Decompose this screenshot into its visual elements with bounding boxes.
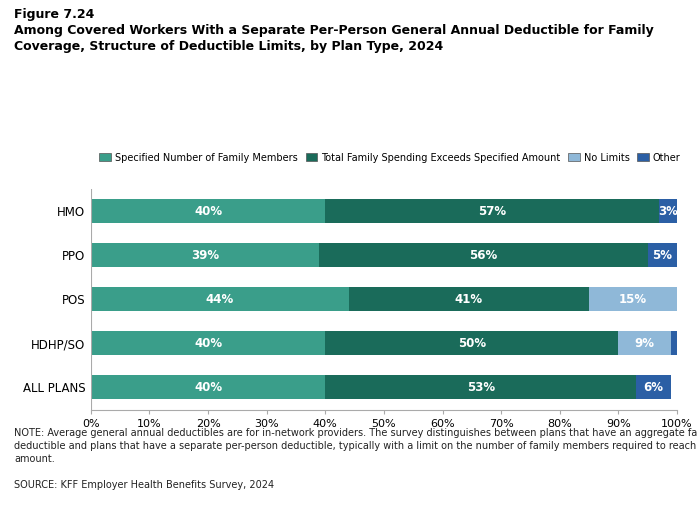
Bar <box>91 375 325 400</box>
Text: 53%: 53% <box>466 381 495 394</box>
Bar <box>325 199 660 223</box>
Bar <box>648 243 677 267</box>
Text: 15%: 15% <box>619 293 647 306</box>
Text: 41%: 41% <box>455 293 483 306</box>
Text: 39%: 39% <box>191 249 219 261</box>
Bar <box>91 199 325 223</box>
Text: 50%: 50% <box>458 337 486 350</box>
Bar <box>671 331 677 355</box>
Text: Among Covered Workers With a Separate Per-Person General Annual Deductible for F: Among Covered Workers With a Separate Pe… <box>14 24 654 53</box>
Bar <box>660 199 677 223</box>
Bar <box>320 243 648 267</box>
Text: 44%: 44% <box>206 293 234 306</box>
Bar <box>91 287 349 311</box>
Bar <box>325 375 636 400</box>
Bar <box>91 331 325 355</box>
Text: 9%: 9% <box>634 337 655 350</box>
Bar <box>618 331 671 355</box>
Bar <box>349 287 589 311</box>
Text: SOURCE: KFF Employer Health Benefits Survey, 2024: SOURCE: KFF Employer Health Benefits Sur… <box>14 480 274 490</box>
Text: 3%: 3% <box>658 205 678 218</box>
Bar <box>589 287 677 311</box>
Text: 5%: 5% <box>653 249 672 261</box>
Text: 57%: 57% <box>478 205 507 218</box>
Text: 40%: 40% <box>194 381 222 394</box>
Text: Figure 7.24: Figure 7.24 <box>14 8 94 21</box>
Text: NOTE: Average general annual deductibles are for in-network providers. The surve: NOTE: Average general annual deductibles… <box>14 428 698 464</box>
Bar <box>636 375 671 400</box>
Bar <box>325 331 618 355</box>
Text: 40%: 40% <box>194 337 222 350</box>
Text: 6%: 6% <box>644 381 664 394</box>
Legend: Specified Number of Family Members, Total Family Spending Exceeds Specified Amou: Specified Number of Family Members, Tota… <box>96 149 685 166</box>
Text: 40%: 40% <box>194 205 222 218</box>
Bar <box>91 243 320 267</box>
Text: 56%: 56% <box>470 249 498 261</box>
